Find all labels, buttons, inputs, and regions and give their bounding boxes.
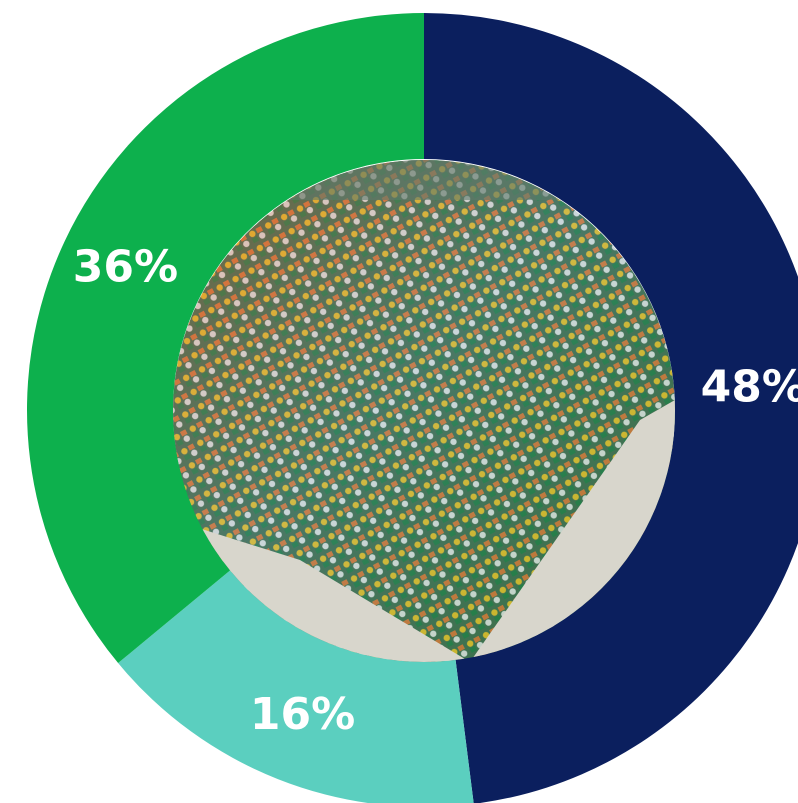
center-photo xyxy=(173,160,675,662)
value-label: 16% xyxy=(250,689,355,740)
value-label: 36% xyxy=(73,241,178,292)
value-label: 48% xyxy=(701,361,798,412)
chart: 48% 16% 36% xyxy=(0,0,798,803)
page: 48%16%36% (() => { const data = JSON.par… xyxy=(0,0,798,803)
